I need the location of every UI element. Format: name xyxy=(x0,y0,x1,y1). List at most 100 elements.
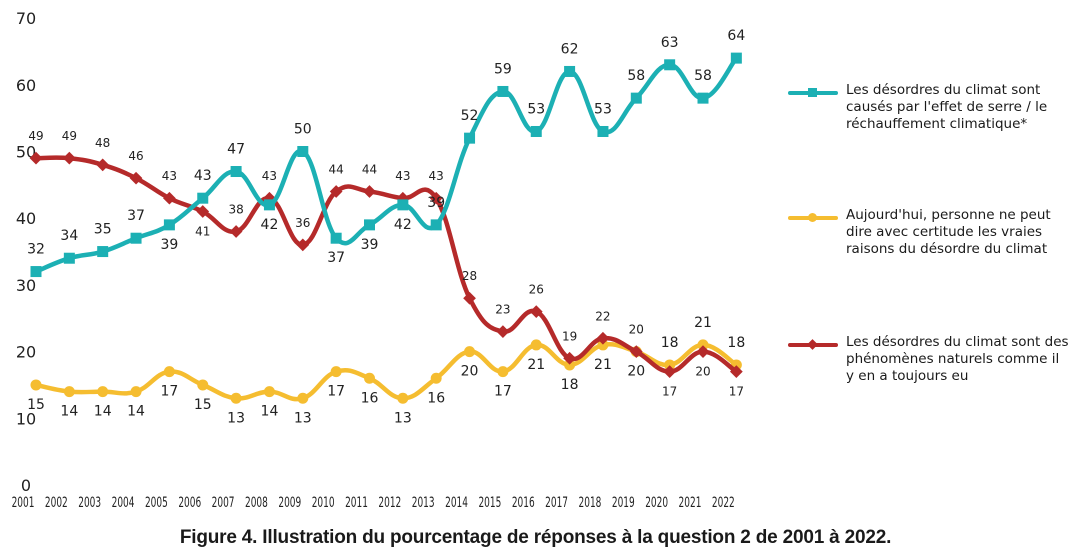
data-label: 17 xyxy=(729,385,744,399)
data-point xyxy=(496,325,510,338)
data-point xyxy=(97,246,109,258)
data-label: 20 xyxy=(461,364,479,380)
x-tick-label: 2020 xyxy=(645,494,668,511)
data-label: 49 xyxy=(62,129,77,143)
data-point xyxy=(397,199,409,211)
data-label: 48 xyxy=(95,136,110,150)
x-tick-label: 2010 xyxy=(312,494,335,511)
data-label: 14 xyxy=(94,404,112,420)
data-label: 16 xyxy=(361,390,379,406)
data-label: 43 xyxy=(162,169,177,183)
data-label: 21 xyxy=(594,357,612,373)
data-label: 44 xyxy=(362,163,377,177)
x-tick-label: 2007 xyxy=(212,494,235,511)
data-point xyxy=(97,386,109,398)
y-tick-label: 10 xyxy=(16,409,36,428)
data-point xyxy=(429,191,443,205)
data-point xyxy=(197,379,209,391)
data-label: 44 xyxy=(329,163,344,177)
data-label: 26 xyxy=(529,283,544,297)
x-tick-label: 2003 xyxy=(78,494,101,511)
data-point xyxy=(297,146,309,157)
data-point xyxy=(30,266,42,278)
data-point xyxy=(697,92,709,104)
x-tick-label: 2016 xyxy=(512,494,535,511)
data-point xyxy=(263,386,275,398)
x-tick-label: 2022 xyxy=(712,494,735,511)
data-point xyxy=(130,232,142,244)
x-tick-label: 2011 xyxy=(345,494,368,511)
data-label: 16 xyxy=(427,390,445,406)
data-label: 20 xyxy=(629,323,644,337)
data-label: 18 xyxy=(561,377,579,393)
data-label: 28 xyxy=(462,269,477,283)
data-label: 46 xyxy=(128,149,143,163)
data-point xyxy=(163,191,176,205)
data-label: 42 xyxy=(261,217,279,233)
x-tick-label: 2021 xyxy=(679,494,702,511)
data-label: 14 xyxy=(127,404,145,420)
data-label: 20 xyxy=(627,364,645,380)
data-point xyxy=(464,132,476,144)
legend-label-greenhouse: Les désordres du climat sont causés par … xyxy=(846,82,1048,132)
series-line xyxy=(33,342,739,402)
data-label: 13 xyxy=(394,410,412,426)
x-tick-label: 2005 xyxy=(145,494,168,511)
x-tick-label: 2009 xyxy=(278,494,301,511)
data-label: 17 xyxy=(494,384,512,400)
data-point xyxy=(697,339,709,351)
data-point xyxy=(229,225,243,238)
data-point xyxy=(329,185,343,198)
x-tick-label: 2002 xyxy=(45,494,68,511)
data-point xyxy=(597,125,609,137)
y-tick-label: 70 xyxy=(16,9,36,28)
data-label: 15 xyxy=(194,397,212,413)
data-point xyxy=(363,185,376,198)
x-tick-label: 2015 xyxy=(478,494,501,511)
data-label: 50 xyxy=(294,122,312,138)
data-label: 17 xyxy=(327,384,345,400)
data-label: 15 xyxy=(27,397,45,413)
data-label: 43 xyxy=(262,169,277,183)
data-point xyxy=(263,199,275,211)
data-label: 41 xyxy=(195,225,210,239)
y-tick-label: 0 xyxy=(21,476,31,495)
data-label: 64 xyxy=(727,28,745,44)
x-tick-label: 2018 xyxy=(579,494,602,511)
data-label: 17 xyxy=(160,384,178,400)
data-label: 53 xyxy=(594,101,612,117)
legend-label-natural: Les désordres du climat sont des phénomè… xyxy=(846,334,1069,384)
data-label: 52 xyxy=(461,108,479,124)
data-point xyxy=(197,192,209,204)
data-label: 63 xyxy=(661,35,679,51)
data-point xyxy=(230,166,242,178)
legend-circle-marker-icon xyxy=(808,213,817,222)
data-point xyxy=(63,252,75,264)
x-tick-label: 2013 xyxy=(412,494,435,511)
data-point xyxy=(29,151,43,165)
data-label: 62 xyxy=(561,41,579,57)
data-label: 43 xyxy=(395,169,410,183)
data-label: 43 xyxy=(194,168,212,184)
data-label: 58 xyxy=(694,68,712,84)
data-label: 39 xyxy=(361,237,379,253)
legend-square-marker-icon xyxy=(808,88,817,97)
data-label: 39 xyxy=(160,237,178,253)
data-label: 19 xyxy=(562,329,577,343)
data-label: 18 xyxy=(661,335,679,351)
data-point xyxy=(163,219,175,231)
data-point xyxy=(230,392,242,404)
data-point xyxy=(664,359,676,371)
data-labels: 15 14 14 14 17 15 13 14 13 17 16 13 16 20 17 21 18 21 20 18… xyxy=(27,28,745,426)
data-label: 34 xyxy=(60,228,78,244)
data-label: 21 xyxy=(527,357,545,373)
data-label: 14 xyxy=(261,404,279,420)
y-tick-label: 20 xyxy=(16,343,36,362)
data-label: 47 xyxy=(227,142,245,158)
data-label: 32 xyxy=(27,242,45,258)
data-point xyxy=(163,366,175,378)
legend-label-uncertain: Aujourd'hui, personne ne peut dire avec … xyxy=(846,207,1051,257)
data-point xyxy=(530,125,542,137)
data-point xyxy=(62,151,76,165)
data-point xyxy=(364,372,375,384)
